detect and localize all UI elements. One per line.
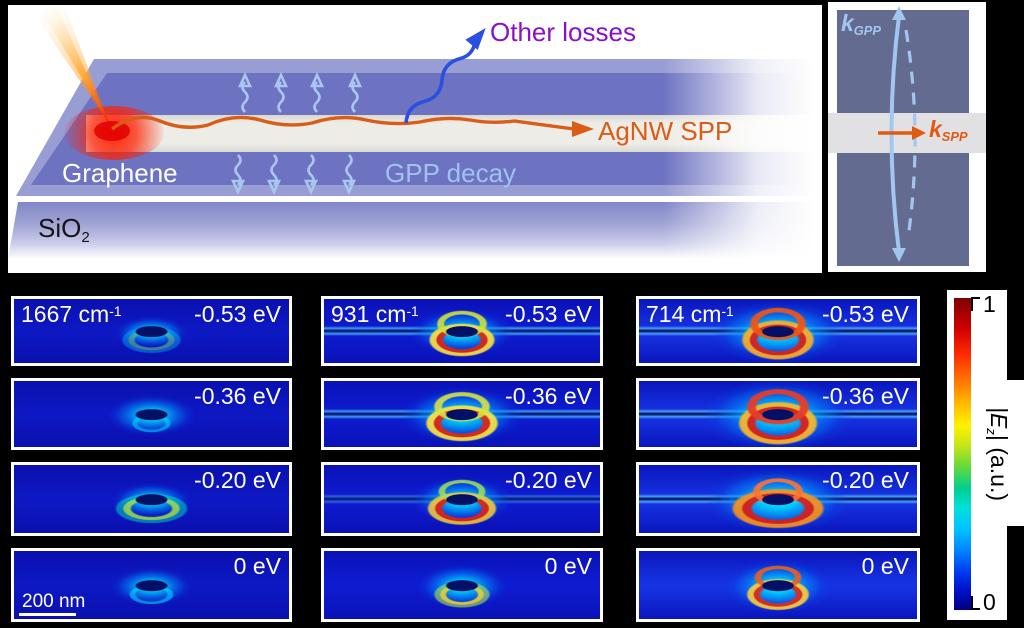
field-map — [324, 551, 600, 619]
energy-label: -0.53 eV — [822, 301, 909, 327]
gpp-decay-label: GPP decay — [385, 158, 517, 188]
field-map-panel: 714 cm-1 -0.53 eV — [636, 296, 920, 366]
momentum-inset: kGPP kSPP — [828, 2, 986, 272]
colorbar-tick-top — [971, 297, 980, 299]
wavenumber-label: 714 cm-1 — [646, 301, 734, 327]
field-map-panel: -0.36 eV — [321, 378, 603, 450]
colorbar-gradient — [954, 298, 971, 610]
gpp-decay-arrows-up — [238, 73, 362, 114]
energy-label: -0.20 eV — [194, 467, 281, 493]
field-map-panel: 0 eV — [321, 548, 603, 622]
field-map — [324, 381, 600, 447]
field-map — [639, 381, 917, 447]
field-map-panel: -0.20 eV — [11, 462, 292, 536]
field-map-panel: -0.20 eV — [321, 462, 603, 536]
energy-label: -0.36 eV — [822, 383, 909, 409]
spp-wave-arrow — [110, 115, 594, 137]
kspp-label: kSPP — [929, 116, 968, 144]
energy-label: 0 eV — [861, 553, 909, 579]
energy-label: -0.36 eV — [505, 383, 592, 409]
field-map — [639, 551, 917, 619]
right-fade — [663, 5, 822, 273]
energy-label: -0.53 eV — [505, 301, 592, 327]
energy-label: -0.20 eV — [822, 467, 909, 493]
field-map — [14, 381, 289, 447]
energy-label: -0.36 eV — [194, 383, 281, 409]
field-map-panel: -0.36 eV — [636, 378, 920, 450]
field-map-panel: -0.36 eV — [11, 378, 292, 450]
colorbar-tick-bottom — [971, 608, 980, 610]
energy-label: 0 eV — [544, 553, 592, 579]
colorbar-max-label: 1 — [983, 291, 996, 317]
colorbar-min-label: 0 — [983, 589, 996, 615]
scale-bar-label: 200 nm — [22, 591, 86, 612]
field-map — [14, 299, 289, 363]
gpp-decay-arrows-down — [231, 153, 356, 194]
energy-label: -0.20 eV — [505, 467, 592, 493]
graphene-label: Graphene — [62, 158, 178, 188]
field-map — [324, 465, 600, 533]
field-map — [14, 465, 289, 533]
field-map — [639, 465, 917, 533]
kgpp-dashed-arc — [904, 29, 917, 239]
sio2-label: SiO2 — [38, 213, 90, 246]
wavenumber-label: 931 cm-1 — [331, 301, 419, 327]
field-map — [324, 299, 600, 363]
momentum-arrows — [878, 6, 926, 262]
colorbar-tick-bottom — [971, 596, 973, 610]
colorbar: 1 0 — [947, 290, 1007, 620]
schematic-arrows — [28, 5, 594, 194]
other-losses-label: Other losses — [490, 17, 636, 47]
colorbar-axis-label: |Ez| (a.u.) — [984, 406, 1012, 502]
other-losses-arrow — [404, 28, 486, 124]
colorbar-tick-top — [971, 297, 973, 311]
scale-bar — [19, 613, 76, 616]
field-map-panel: 931 cm-1 -0.53 eV — [321, 296, 603, 366]
field-map-panel: 1667 cm-1 -0.53 eV — [11, 296, 292, 366]
field-map-panel: 0 eV 200 nm — [11, 548, 292, 622]
energy-label: -0.53 eV — [194, 301, 281, 327]
kgpp-label: kGPP — [841, 10, 881, 38]
field-map — [639, 299, 917, 363]
laser-beam-icon — [28, 5, 164, 160]
field-map-panel: 0 eV — [636, 548, 920, 622]
energy-label: 0 eV — [233, 553, 281, 579]
schematic-panel: Graphene SiO2 GPP decay AgNW SPP Other l… — [8, 5, 822, 273]
agnw-spp-label: AgNW SPP — [598, 116, 733, 146]
wavenumber-label: 1667 cm-1 — [21, 301, 122, 327]
field-map-panel: -0.20 eV — [636, 462, 920, 536]
field-map — [14, 551, 289, 619]
colorbar-label-background — [1007, 380, 1024, 526]
